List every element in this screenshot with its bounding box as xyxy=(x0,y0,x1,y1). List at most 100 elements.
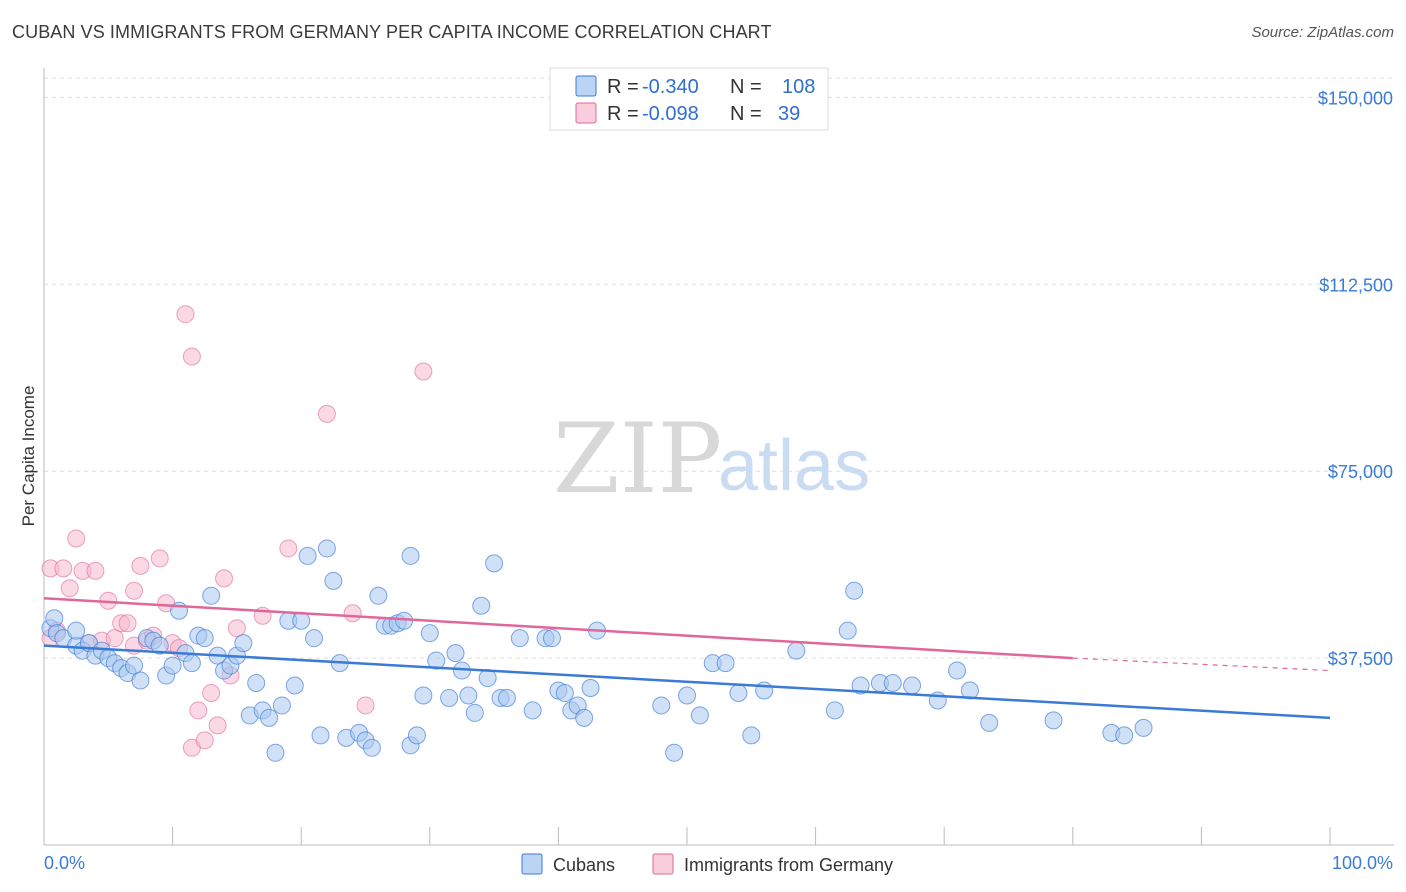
cubans-point xyxy=(195,629,214,648)
germany-point xyxy=(118,614,137,633)
germany-point xyxy=(195,731,214,750)
cubans-point xyxy=(960,681,979,700)
cubans-point xyxy=(523,701,542,720)
cubans-point xyxy=(980,713,999,732)
axes xyxy=(43,68,1394,846)
germany-point xyxy=(227,619,246,638)
cubans-point xyxy=(678,686,696,705)
cubans-point xyxy=(234,634,253,653)
germany-point xyxy=(125,581,144,600)
germany-point xyxy=(215,569,234,588)
watermark-zip: ZIP xyxy=(553,403,722,515)
legend-r-label: R = xyxy=(607,76,639,98)
cubans-point xyxy=(131,671,150,690)
germany-trend-line xyxy=(43,597,1073,660)
bottom-legend-label-germany: Immigrants from Germany xyxy=(684,855,893,875)
cubans-point xyxy=(465,703,484,722)
chart-title: CUBAN VS IMMIGRANTS FROM GERMANY PER CAP… xyxy=(12,22,772,42)
cubans-point xyxy=(362,738,381,757)
bottom-legend-label-cubans: Cubans xyxy=(553,855,615,875)
cubans-point xyxy=(845,581,864,600)
germany-point xyxy=(150,549,169,568)
watermark: ZIP atlas xyxy=(553,403,870,515)
cubans-point xyxy=(472,596,491,615)
cubans-point xyxy=(1044,711,1063,730)
cubans-point xyxy=(401,546,420,565)
legend-n-label: N = xyxy=(730,76,762,98)
points-cubans xyxy=(41,539,1153,762)
source-label: Source: ZipAtlas.com xyxy=(1251,24,1394,41)
germany-point xyxy=(182,347,201,366)
cubans-point xyxy=(324,571,343,590)
cubans-point xyxy=(125,656,144,675)
cubans-point xyxy=(510,629,529,648)
cubans-point xyxy=(1115,726,1134,745)
legend-r-label: R = xyxy=(607,103,639,125)
y-tick-label: $75,000 xyxy=(1328,462,1393,482)
x-tick-labels: 0.0% 100.0% xyxy=(44,853,1393,873)
bottom-legend-swatch-germany xyxy=(652,853,674,875)
y-tick-label: $37,500 xyxy=(1328,649,1393,669)
cubans-point xyxy=(285,676,304,695)
bottom-legend: Cubans Immigrants from Germany xyxy=(521,853,893,875)
cubans-point xyxy=(150,636,169,655)
cubans-point xyxy=(485,554,504,573)
cubans-point xyxy=(825,701,844,720)
germany-point xyxy=(60,579,79,598)
germany-point xyxy=(356,696,375,715)
germany-point xyxy=(279,539,298,558)
cubans-point xyxy=(787,641,806,660)
cubans-point xyxy=(903,676,922,695)
germany-point xyxy=(176,305,195,324)
cubans-point xyxy=(838,621,857,640)
y-axis-title: Per Capita Income xyxy=(19,386,38,527)
cubans-point xyxy=(420,624,439,643)
watermark-atlas: atlas xyxy=(718,426,870,506)
points-germany xyxy=(41,305,433,757)
cubans-point xyxy=(298,546,317,565)
legend-n-label: N = xyxy=(730,103,762,125)
cubans-point xyxy=(311,726,330,745)
germany-point xyxy=(208,716,227,735)
cubans-point xyxy=(581,679,600,697)
cubans-point xyxy=(305,629,324,648)
x-tick-label: 0.0% xyxy=(44,853,85,873)
legend-r-value: -0.340 xyxy=(642,76,699,98)
cubans-point xyxy=(742,726,761,745)
cubans-point xyxy=(575,708,594,727)
cubans-point xyxy=(369,586,388,605)
cubans-point xyxy=(948,661,967,680)
cubans-point xyxy=(665,743,684,762)
cubans-point xyxy=(67,621,86,640)
gridlines xyxy=(44,77,1394,659)
cubans-point xyxy=(542,629,561,648)
cubans-point xyxy=(414,686,433,705)
x-tick-label: 100.0% xyxy=(1332,853,1393,873)
cubans-point xyxy=(440,688,459,707)
germany-point xyxy=(131,556,150,575)
cubans-point xyxy=(182,654,201,673)
cubans-point xyxy=(317,539,336,558)
cubans-point xyxy=(45,609,64,628)
cubans-point xyxy=(883,674,902,693)
cubans-point xyxy=(652,696,671,715)
cubans-point xyxy=(851,676,870,695)
cubans-point xyxy=(407,726,426,745)
legend-box: R = -0.340 N = 108 R = -0.098 N = 39 xyxy=(549,67,829,131)
legend-n-value: 39 xyxy=(778,103,800,125)
y-tick-label: $112,500 xyxy=(1319,275,1393,295)
germany-point xyxy=(67,529,86,548)
cubans-point xyxy=(555,683,574,702)
cubans-trend-line xyxy=(43,644,1331,720)
legend-r-value: -0.098 xyxy=(642,103,699,125)
germany-point xyxy=(105,629,124,648)
cubans-point xyxy=(266,743,285,762)
germany-point xyxy=(202,683,221,702)
cubans-point xyxy=(497,688,516,707)
germany-point xyxy=(86,561,105,580)
germany-trend-extension xyxy=(1072,657,1331,672)
legend-n-value: 108 xyxy=(782,76,815,98)
cubans-point xyxy=(690,706,709,725)
legend-swatch-germany xyxy=(575,102,597,124)
